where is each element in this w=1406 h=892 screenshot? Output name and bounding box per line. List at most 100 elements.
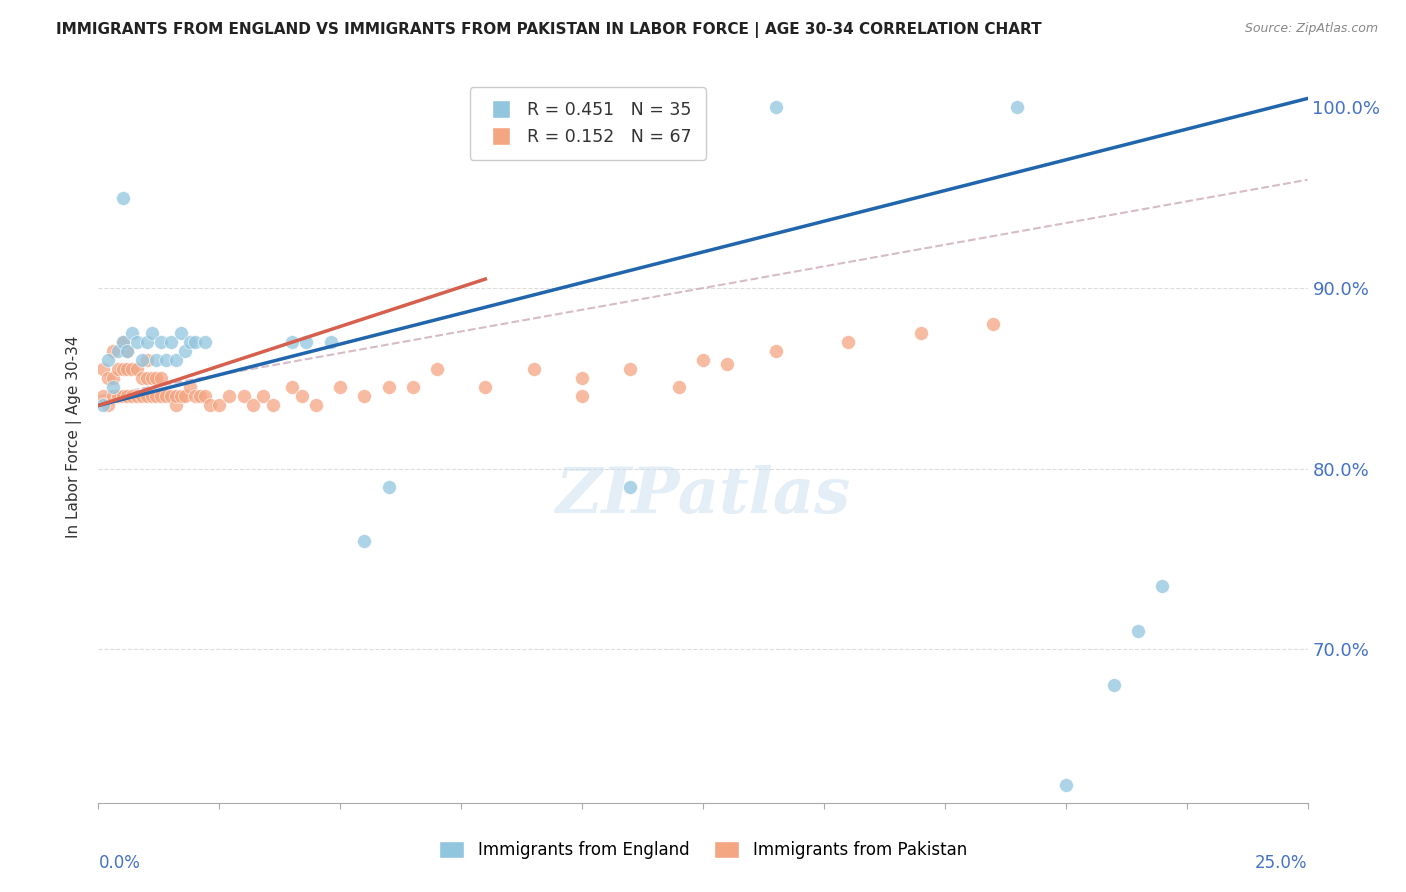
Y-axis label: In Labor Force | Age 30-34: In Labor Force | Age 30-34 [66,335,83,539]
Point [160,389,183,403]
Point [194,335,217,350]
Point [523,362,546,376]
Point [131,371,153,385]
Point [765,100,787,114]
Point [571,371,593,385]
Point [121,389,143,403]
Point [97,399,120,413]
Point [107,344,129,359]
Point [426,362,449,376]
Point [117,344,139,359]
Point [1007,100,1029,114]
Point [97,353,120,368]
Point [1152,579,1174,593]
Point [117,362,139,376]
Point [121,326,143,341]
Point [101,389,124,403]
Legend: R = 0.451   N = 35, R = 0.152   N = 67: R = 0.451 N = 35, R = 0.152 N = 67 [470,87,706,160]
Point [141,326,163,341]
Point [127,335,149,350]
Point [184,335,207,350]
Point [135,371,157,385]
Point [131,389,153,403]
Point [402,380,425,394]
Point [160,335,183,350]
Point [111,335,134,350]
Point [377,480,399,494]
Point [319,335,342,350]
Point [837,335,859,350]
Point [101,380,124,394]
Point [145,353,167,368]
Point [141,371,163,385]
Point [174,344,197,359]
Point [97,371,120,385]
Text: IMMIGRANTS FROM ENGLAND VS IMMIGRANTS FROM PAKISTAN IN LABOR FORCE | AGE 30-34 C: IMMIGRANTS FROM ENGLAND VS IMMIGRANTS FR… [56,22,1042,38]
Point [218,389,240,403]
Point [716,357,738,371]
Point [242,399,264,413]
Point [169,389,191,403]
Point [353,533,375,548]
Point [619,480,641,494]
Point [910,326,932,341]
Point [127,389,149,403]
Point [571,389,593,403]
Point [179,380,201,394]
Point [194,389,217,403]
Point [145,371,167,385]
Point [765,344,787,359]
Point [262,399,284,413]
Point [377,380,399,394]
Point [111,362,134,376]
Text: 0.0%: 0.0% [98,854,141,872]
Point [165,389,187,403]
Point [474,380,496,394]
Point [353,389,375,403]
Point [165,399,187,413]
Point [107,362,129,376]
Point [290,389,312,403]
Point [165,353,187,368]
Point [981,317,1004,331]
Point [127,362,149,376]
Point [117,389,139,403]
Legend: Immigrants from England, Immigrants from Pakistan: Immigrants from England, Immigrants from… [433,834,973,866]
Point [329,380,352,394]
Point [281,380,304,394]
Point [198,399,221,413]
Point [101,371,124,385]
Point [155,353,177,368]
Point [121,362,143,376]
Point [91,389,114,403]
Point [145,389,167,403]
Point [169,326,191,341]
Point [281,335,304,350]
Point [184,389,207,403]
Point [1102,678,1125,692]
Point [101,344,124,359]
Point [150,371,173,385]
Text: Source: ZipAtlas.com: Source: ZipAtlas.com [1244,22,1378,36]
Point [1128,624,1150,639]
Point [135,389,157,403]
Point [692,353,714,368]
Point [91,399,114,413]
Point [131,353,153,368]
Point [150,389,173,403]
Point [295,335,318,350]
Point [179,335,201,350]
Point [107,389,129,403]
Point [305,399,328,413]
Point [208,399,231,413]
Point [141,389,163,403]
Point [1054,778,1077,792]
Point [111,335,134,350]
Point [232,389,254,403]
Point [150,335,173,350]
Point [91,362,114,376]
Point [174,389,197,403]
Point [117,344,139,359]
Point [252,389,274,403]
Point [135,353,157,368]
